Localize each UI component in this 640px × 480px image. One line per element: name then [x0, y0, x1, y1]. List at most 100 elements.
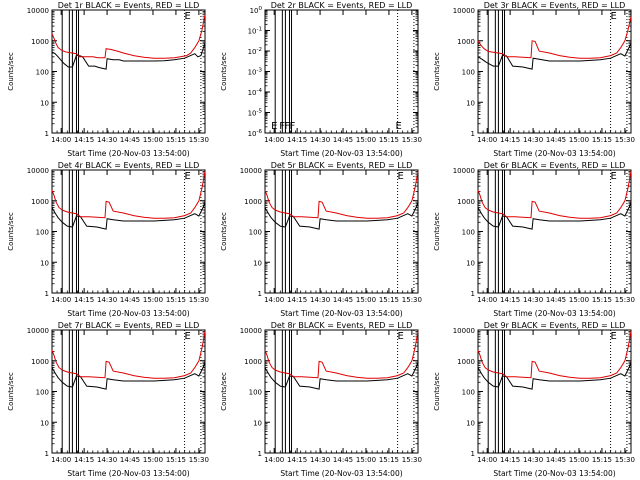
chart-svg: Det 9r BLACK = Events, RED = LLD Counts/s… [433, 321, 635, 478]
x-axis-label: Start Time (20-Nov-03 13:54:00) [67, 309, 189, 318]
y-tick-label: 10-5 [248, 109, 263, 118]
x-tick-label: 14:30 [523, 296, 543, 304]
x-tick-label: 14:15 [74, 296, 94, 304]
attenuator-marker: E [398, 331, 404, 342]
chart-panel-det-4r: Det 4r BLACK = Events, RED = LLD Counts/s… [0, 160, 213, 320]
y-tick-label: 10000 [240, 167, 262, 175]
chart-title: Det 7r BLACK = Events, RED = LLD [58, 321, 200, 330]
y-axis-label: Counts/sec [220, 52, 228, 91]
y-tick-label: 1 [45, 130, 49, 138]
y-tick-label: 1000 [457, 358, 475, 366]
x-tick-label: 15:30 [402, 456, 422, 464]
x-tick-label: 14:45 [546, 456, 566, 464]
plot-frame [264, 329, 419, 454]
x-tick-label: 14:45 [120, 136, 140, 144]
attenuator-marker: E [396, 121, 402, 132]
x-tick-label: 14:45 [120, 456, 140, 464]
chart-title: Det 2r BLACK = Events, RED = LLD [271, 1, 413, 10]
x-axis-label: Start Time (20-Nov-03 13:54:00) [67, 149, 189, 158]
series-events-line [264, 362, 419, 390]
y-tick-label: 100 [462, 229, 475, 237]
x-tick-label: 14:15 [500, 296, 520, 304]
chart-title: Det 8r BLACK = Events, RED = LLD [271, 321, 413, 330]
attenuator-marker: E [398, 171, 404, 182]
x-tick-label: 15:30 [615, 296, 635, 304]
attenuator-marker: E [185, 11, 191, 22]
y-tick-label: 100 [36, 389, 49, 397]
y-tick-label: 10 [466, 259, 475, 267]
x-tick-label: 14:45 [546, 296, 566, 304]
y-tick-label: 10 [466, 99, 475, 107]
y-tick-label: 10-1 [248, 27, 262, 36]
chart-title: Det 5r BLACK = Events, RED = LLD [271, 161, 413, 170]
x-tick-label: 15:00 [569, 296, 589, 304]
x-tick-label: 15:00 [143, 456, 163, 464]
x-tick-label: 14:15 [74, 456, 94, 464]
y-tick-label: 100 [249, 389, 262, 397]
chart-panel-det-1r: Det 1r BLACK = Events, RED = LLD Counts/s… [0, 0, 213, 160]
y-tick-label: 10000 [453, 7, 475, 15]
x-tick-label: 14:30 [523, 456, 543, 464]
attenuator-marker: E [271, 121, 277, 132]
x-tick-label: 14:45 [333, 456, 353, 464]
plot-frame [51, 9, 206, 134]
chart-title: Det 4r BLACK = Events, RED = LLD [58, 161, 200, 170]
x-tick-label: 14:00 [264, 136, 284, 144]
series-lld-line [264, 331, 419, 379]
y-tick-label: 10000 [27, 327, 49, 335]
x-tick-label: 15:30 [189, 136, 209, 144]
x-tick-label: 14:15 [287, 296, 307, 304]
y-tick-label: 100 [462, 389, 475, 397]
series-events-line [51, 202, 206, 230]
y-tick-label: 10 [253, 419, 262, 427]
y-tick-label: 1 [258, 290, 262, 298]
y-tick-label: 1000 [31, 198, 49, 206]
y-tick-label: 10 [253, 259, 262, 267]
attenuator-marker: F [284, 121, 290, 132]
series-lld-line [477, 16, 632, 59]
y-tick-label: 10 [40, 259, 49, 267]
chart-svg: Det 8r BLACK = Events, RED = LLD Counts/s… [220, 321, 422, 478]
x-tick-label: 15:15 [166, 296, 186, 304]
x-tick-label: 14:45 [546, 136, 566, 144]
x-axis-label: Start Time (20-Nov-03 13:54:00) [67, 469, 189, 478]
x-tick-label: 14:15 [500, 136, 520, 144]
y-tick-label: 10000 [27, 7, 49, 15]
y-axis-label: Counts/sec [7, 212, 15, 251]
series-lld-line [477, 331, 632, 379]
x-tick-label: 14:30 [97, 456, 117, 464]
x-tick-label: 15:00 [356, 136, 376, 144]
series-events-line [51, 362, 206, 390]
y-axis-label: Counts/sec [433, 372, 441, 411]
y-tick-label: 10-3 [248, 68, 263, 77]
chart-panel-det-7r: Det 7r BLACK = Events, RED = LLD Counts/s… [0, 320, 213, 480]
series-events-line [264, 202, 419, 230]
x-tick-label: 14:15 [287, 136, 307, 144]
y-tick-label: 1 [258, 450, 262, 458]
series-events-line [477, 42, 632, 70]
x-tick-label: 14:15 [287, 456, 307, 464]
x-tick-label: 14:15 [500, 456, 520, 464]
y-tick-label: 10000 [453, 327, 475, 335]
x-tick-label: 14:30 [97, 296, 117, 304]
y-tick-label: 1 [45, 290, 49, 298]
x-tick-label: 14:30 [310, 296, 330, 304]
x-tick-label: 15:15 [592, 136, 612, 144]
chart-panel-det-2r: Det 2r BLACK = Events, RED = LLD Counts/s… [213, 0, 426, 160]
y-tick-label: 10-4 [248, 88, 263, 97]
x-tick-label: 14:00 [51, 136, 71, 144]
series-lld-line [51, 171, 206, 219]
x-tick-label: 14:30 [310, 456, 330, 464]
x-tick-label: 14:30 [523, 136, 543, 144]
x-axis-label: Start Time (20-Nov-03 13:54:00) [280, 309, 402, 318]
y-axis-label: Counts/sec [220, 372, 228, 411]
x-tick-label: 14:30 [97, 136, 117, 144]
x-tick-label: 15:15 [166, 136, 186, 144]
chart-panel-det-5r: Det 5r BLACK = Events, RED = LLD Counts/s… [213, 160, 426, 320]
x-tick-label: 15:15 [592, 456, 612, 464]
series-lld-line [51, 331, 206, 379]
chart-svg: Det 4r BLACK = Events, RED = LLD Counts/s… [7, 161, 209, 318]
x-tick-label: 15:00 [143, 136, 163, 144]
chart-panel-det-6r: Det 6r BLACK = Events, RED = LLD Counts/s… [426, 160, 639, 320]
